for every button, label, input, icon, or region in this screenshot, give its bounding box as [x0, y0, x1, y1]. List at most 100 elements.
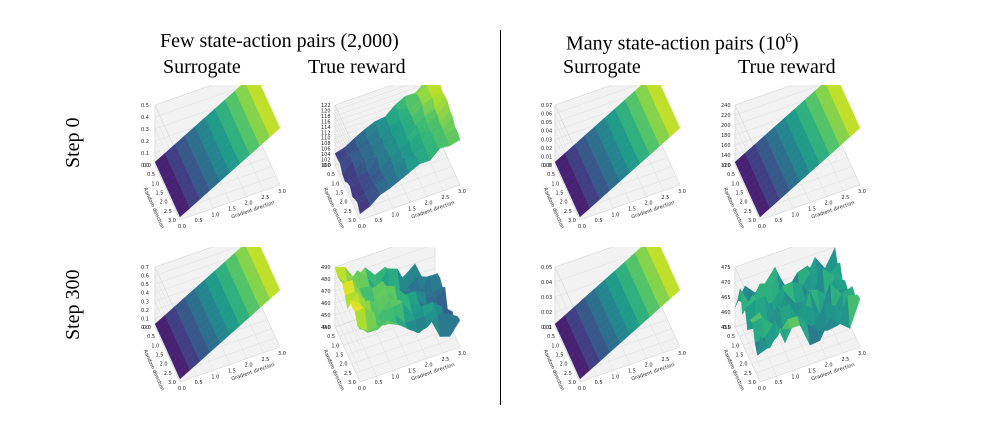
surface-facet — [646, 85, 651, 88]
x-tick-label: 2.0 — [825, 363, 833, 369]
z-tick-label: 200 — [721, 123, 731, 129]
y-tick-label: 2.5 — [744, 371, 752, 377]
x-tick-label: 1.5 — [228, 369, 236, 375]
many-pairs-title-prefix: Many state-action pairs (10 — [566, 32, 786, 55]
z-tick-label: 0.02 — [541, 146, 552, 152]
y-tick-label: 2.0 — [740, 200, 748, 206]
many-pairs-title: Many state-action pairs (106) — [566, 30, 799, 56]
x-tick-label: 0.5 — [775, 380, 783, 386]
y-tick-label: 1.0 — [731, 343, 739, 349]
surface-facet — [246, 247, 251, 250]
y-tick-label: 3.0 — [168, 380, 176, 386]
y-tick-label: 2.0 — [340, 362, 348, 368]
z-tick-label: 460 — [721, 310, 731, 316]
y-tick-label: 0.5 — [147, 334, 155, 340]
grid-line — [154, 247, 213, 323]
surface-facet — [847, 122, 861, 138]
x-tick-label: 0.0 — [178, 386, 186, 392]
x-tick-label: 0.0 — [578, 386, 586, 392]
x-tick-label: 0.5 — [195, 380, 203, 386]
y-tick-label: 0.0 — [323, 163, 331, 169]
z-tick-label: 104 — [321, 152, 331, 158]
z-tick-label: 0.1 — [141, 316, 149, 322]
y-tick-label: 1.5 — [156, 353, 164, 359]
y-tick-label: 1.5 — [336, 353, 344, 359]
row-label-step0: Step 0 — [62, 117, 84, 168]
z-tick-label: 106 — [321, 147, 331, 153]
x-tick-label: 2.0 — [425, 201, 433, 207]
x-tick-label: 1.0 — [611, 212, 619, 218]
surface-facet — [447, 313, 461, 337]
surface-facet — [646, 247, 651, 250]
z-tick-label: 0.05 — [541, 120, 552, 126]
y-tick-label: 1.5 — [736, 353, 744, 359]
surface-plot: 0.00.51.01.52.02.53.00.00.51.01.52.02.53… — [321, 85, 466, 230]
y-tick-label: 0.0 — [323, 325, 331, 331]
plot-few-step300-true-reward: 0.0 0.5 1.0 1.5 2.0 2.5 3.0 0.0 0.5 1.0 1.5 2.0 2.5 3… — [300, 247, 490, 407]
z-tick-label: 0.06 — [541, 112, 552, 118]
x-tick-label: 1.5 — [408, 207, 416, 213]
y-tick-label: 1.0 — [551, 343, 559, 349]
y-tick-label: 0.5 — [547, 172, 555, 178]
x-tick-label: 1.0 — [791, 212, 799, 218]
plot-few-step0-true-reward: 0.0 0.5 1.0 1.5 2.0 2.5 3.0 0.0 0.5 1.0 1.5 2.0 2.5 3… — [300, 85, 490, 245]
y-tick-label: 2.0 — [560, 362, 568, 368]
x-tick-label: 1.5 — [808, 207, 816, 213]
x-tick-label: 3.0 — [458, 351, 466, 357]
x-tick-label: 0.5 — [195, 218, 203, 224]
surface-plot: 0.00.51.01.52.02.53.00.00.51.01.52.02.53… — [141, 247, 286, 392]
y-tick-label: 1.5 — [336, 191, 344, 197]
z-tick-label: 160 — [721, 143, 731, 149]
y-tick-label: 0.0 — [723, 325, 731, 331]
z-tick-label: 0.5 — [141, 103, 149, 109]
surface-facet — [267, 122, 281, 138]
y-tick-label: 0.5 — [727, 334, 735, 340]
x-axis-label: Gradient direction — [411, 362, 456, 382]
z-tick-label: 480 — [321, 277, 331, 283]
surface-facet — [826, 85, 831, 88]
x-axis-label: Gradient direction — [411, 200, 456, 220]
z-tick-label: 140 — [721, 153, 731, 159]
surface-facet — [267, 284, 281, 300]
grid-line — [734, 85, 793, 161]
y-tick-label: 1.5 — [556, 191, 564, 197]
z-tick-label: 112 — [321, 130, 331, 136]
y-tick-label: 0.5 — [327, 334, 335, 340]
y-tick-label: 3.0 — [168, 218, 176, 224]
x-tick-label: 2.5 — [441, 195, 449, 201]
y-tick-label: 2.5 — [164, 371, 172, 377]
y-tick-label: 1.0 — [331, 343, 339, 349]
x-tick-label: 1.5 — [408, 369, 416, 375]
row-label-step300: Step 300 — [62, 269, 84, 340]
many-pairs-title-suffix: ) — [791, 32, 799, 55]
x-tick-label: 2.5 — [841, 195, 849, 201]
y-tick-label: 1.5 — [156, 191, 164, 197]
x-tick-label: 2.0 — [245, 363, 253, 369]
y-tick-label: 2.5 — [344, 209, 352, 215]
surface-facet — [667, 284, 681, 300]
grid-line — [334, 247, 428, 335]
z-tick-label: 0.2 — [141, 308, 149, 314]
surface-facet — [847, 294, 861, 329]
z-tick-label: 465 — [721, 295, 731, 301]
x-tick-label: 2.5 — [661, 357, 669, 363]
z-tick-label: 110 — [321, 136, 331, 142]
z-tick-label: 120 — [321, 108, 331, 114]
z-tick-label: 0.04 — [541, 280, 552, 286]
x-tick-label: 2.5 — [661, 195, 669, 201]
surface-facet — [667, 122, 681, 138]
x-tick-label: 2.0 — [645, 201, 653, 207]
y-tick-label: 2.0 — [160, 362, 168, 368]
plot-few-step0-surrogate: 0.0 0.5 1.0 1.5 2.0 2.5 3.0 0.0 0.5 1.0 1.5 2.0 2.5 3… — [120, 85, 310, 245]
x-tick-label: 2.5 — [261, 357, 269, 363]
y-tick-label: 1.0 — [151, 181, 159, 187]
z-tick-label: 0.4 — [141, 291, 149, 297]
y-tick-label: 0.5 — [547, 334, 555, 340]
x-tick-label: 3.0 — [678, 189, 686, 195]
surface-plot: 0.00.51.01.52.02.53.00.00.51.01.52.02.53… — [541, 247, 686, 392]
grid-line — [554, 85, 613, 161]
surface-facet — [447, 131, 461, 147]
x-tick-label: 2.5 — [261, 195, 269, 201]
y-tick-label: 3.0 — [748, 218, 756, 224]
x-axis-label: Gradient direction — [631, 200, 676, 220]
